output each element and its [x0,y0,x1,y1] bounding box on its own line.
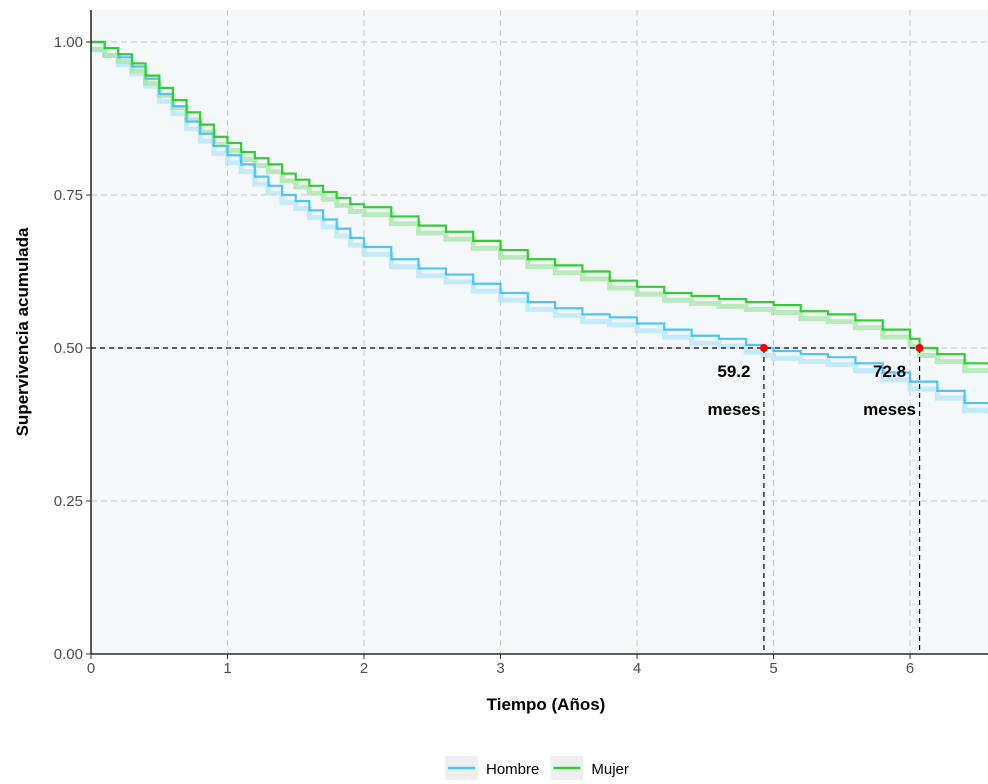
median-points [759,344,924,352]
legend-label-hombre: Hombre [486,761,539,778]
confidence-bands [91,46,988,414]
median-point-mujer [915,344,924,352]
band-hombre [91,46,988,414]
median-reference-lines [91,347,921,654]
x-tick-label-6: 6 [906,660,914,677]
median-point-hombre [759,344,768,352]
x-tick-label-3: 3 [496,660,504,677]
survival-curves [91,40,988,405]
median-label-unit-hombre: meses [707,400,760,419]
x-tick-label-0: 0 [87,660,95,677]
median-label-value-mujer: 72.8 [873,362,906,381]
y-tick-label-0: 0.00 [54,646,83,663]
tick-labels: 0 1 2 3 4 5 6 0.00 0.25 0.50 0.75 1.00 [54,34,914,677]
x-axis-title: Tiempo (Años) [487,695,606,714]
band-mujer [91,46,988,374]
legend: Hombre Mujer [445,756,629,780]
x-tick-label-5: 5 [769,660,777,677]
x-tick-label-2: 2 [360,660,368,677]
y-tick-label-4: 1.00 [54,34,83,51]
axes [86,10,988,659]
median-label-value-hombre: 59.2 [717,362,750,381]
curve-mujer [91,40,988,365]
curve-hombre [91,40,988,405]
y-tick-label-1: 0.25 [54,493,83,510]
x-tick-label-1: 1 [223,660,231,677]
y-tick-label-2: 0.50 [54,340,83,357]
y-tick-label-3: 0.75 [54,187,83,204]
plot-panel [91,10,988,654]
y-axis-title: Supervivencia acumulada [13,227,32,436]
median-annotations: 59.2 meses 72.8 meses [707,362,916,419]
x-tick-label-4: 4 [633,660,641,677]
legend-label-mujer: Mujer [591,761,629,778]
median-label-unit-mujer: meses [863,400,916,419]
